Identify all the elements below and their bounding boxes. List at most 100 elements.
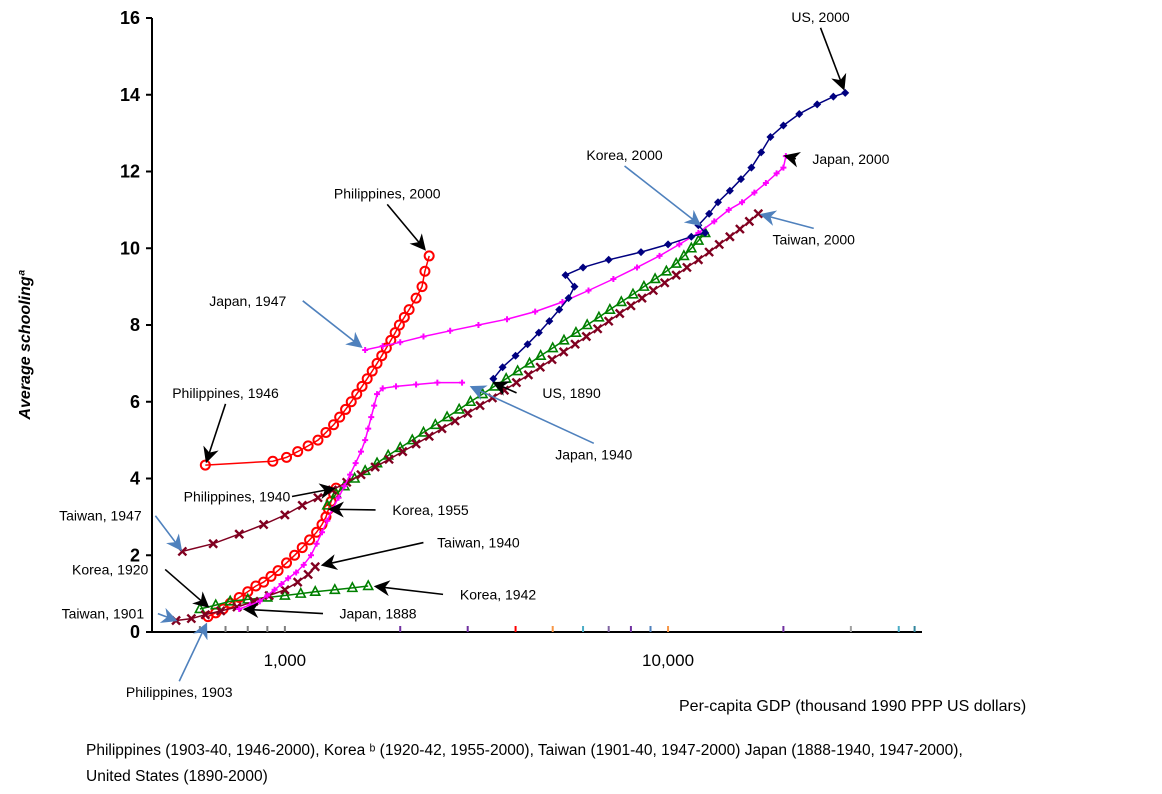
data-point-korea bbox=[394, 441, 407, 453]
data-point-united-states bbox=[829, 92, 838, 101]
annotation-label: Korea, 1955 bbox=[392, 502, 468, 518]
data-point-japan bbox=[532, 308, 539, 315]
annotation-label: Philippines, 1903 bbox=[126, 684, 233, 700]
data-point-korea bbox=[534, 348, 547, 361]
data-point-japan bbox=[293, 569, 300, 576]
annotation: Philippines, 1946 bbox=[172, 385, 279, 464]
data-point-taiwan bbox=[626, 300, 636, 311]
annotation-arrow bbox=[242, 602, 324, 619]
data-point-philippines bbox=[410, 292, 422, 304]
data-point-japan bbox=[434, 379, 441, 386]
data-point-japan bbox=[374, 391, 381, 398]
data-point-philippines bbox=[398, 311, 410, 323]
data-point-korea bbox=[678, 249, 690, 261]
data-point-philippines bbox=[258, 576, 270, 588]
data-point-taiwan bbox=[234, 529, 245, 539]
data-point-japan bbox=[762, 180, 769, 187]
annotation-label: Philippines, 1946 bbox=[172, 385, 279, 401]
annotation: Japan, 1940 bbox=[469, 385, 633, 462]
annotation-label: Japan, 1940 bbox=[555, 446, 632, 462]
data-point-japan bbox=[634, 264, 641, 271]
data-point-taiwan bbox=[744, 216, 755, 227]
data-point-philippines bbox=[328, 419, 340, 431]
data-point-united-states bbox=[555, 305, 564, 314]
data-point-united-states bbox=[523, 340, 532, 349]
annotation: Korea, 1920 bbox=[72, 561, 210, 608]
y-tick-label: 8 bbox=[130, 315, 140, 335]
data-point-japan bbox=[725, 206, 732, 213]
annotation: Taiwan, 1947 bbox=[59, 508, 183, 552]
annotation-arrow bbox=[327, 501, 376, 518]
data-point-united-states bbox=[534, 328, 543, 337]
annotation: Taiwan, 1940 bbox=[320, 535, 520, 570]
data-point-taiwan bbox=[475, 400, 485, 411]
data-point-japan bbox=[393, 383, 400, 390]
data-point-korea bbox=[627, 287, 639, 299]
annotation-arrow bbox=[759, 210, 814, 230]
data-point-taiwan bbox=[297, 500, 308, 511]
data-point-taiwan bbox=[725, 231, 735, 242]
data-point-philippines bbox=[416, 281, 428, 293]
data-point-japan bbox=[379, 343, 386, 350]
data-point-taiwan bbox=[704, 247, 714, 257]
data-point-korea bbox=[670, 256, 682, 268]
data-point-korea bbox=[546, 341, 559, 353]
caption-line-1: Philippines (1903-40, 1946-2000), Korea … bbox=[86, 742, 963, 759]
data-point-japan bbox=[313, 540, 320, 547]
data-point-philippines bbox=[320, 426, 332, 438]
data-point-japan bbox=[308, 552, 315, 559]
data-point-philippines bbox=[289, 549, 301, 561]
data-point-taiwan bbox=[200, 609, 211, 620]
data-point-philippines bbox=[423, 250, 435, 262]
series-line-korea bbox=[199, 585, 369, 610]
data-point-japan bbox=[780, 164, 787, 171]
annotation-arrow bbox=[203, 403, 227, 464]
annotation-arrow bbox=[386, 203, 426, 251]
data-point-japan bbox=[585, 287, 592, 294]
x-tick-label: 1,000 bbox=[264, 651, 307, 670]
annotation: Philippines, 1903 bbox=[126, 622, 233, 700]
annotation-label: Philippines, 2000 bbox=[334, 185, 441, 201]
data-point-united-states bbox=[489, 374, 498, 383]
data-point-taiwan bbox=[280, 584, 290, 595]
annotation-label: US, 1890 bbox=[542, 385, 601, 401]
data-point-japan bbox=[676, 241, 683, 248]
x-tick-labels: 1,000 10,000 bbox=[264, 651, 694, 670]
data-point-taiwan bbox=[547, 354, 557, 365]
data-point-korea bbox=[638, 279, 650, 291]
data-point-japan bbox=[504, 316, 511, 323]
data-point-taiwan bbox=[614, 308, 625, 319]
data-point-taiwan bbox=[535, 362, 546, 373]
x-tick-marks bbox=[198, 626, 916, 632]
data-point-taiwan bbox=[258, 519, 269, 530]
y-tick-label: 12 bbox=[120, 162, 140, 182]
data-point-japan bbox=[362, 346, 369, 353]
data-point-united-states bbox=[747, 163, 756, 172]
annotation-arrow bbox=[291, 483, 336, 500]
data-point-taiwan bbox=[523, 370, 534, 380]
data-point-korea bbox=[406, 433, 419, 445]
data-point-united-states bbox=[795, 109, 804, 118]
data-point-united-states bbox=[570, 282, 579, 291]
data-point-korea bbox=[328, 583, 341, 595]
data-point-korea bbox=[523, 356, 536, 368]
annotation-label: Korea, 2000 bbox=[586, 147, 662, 163]
data-point-japan bbox=[285, 575, 292, 582]
y-axis-label: Average schoolingª bbox=[17, 269, 34, 420]
data-point-japan bbox=[610, 275, 617, 282]
data-point-korea bbox=[464, 395, 477, 407]
data-point-japan bbox=[559, 298, 566, 305]
data-point-philippines bbox=[334, 411, 346, 423]
data-point-korea bbox=[429, 418, 442, 430]
data-point-japan bbox=[236, 605, 243, 612]
data-point-korea bbox=[417, 425, 430, 437]
data-point-korea bbox=[685, 241, 698, 253]
data-point-philippines bbox=[366, 365, 378, 377]
annotation: Philippines, 2000 bbox=[334, 185, 441, 251]
figure-caption: Philippines (1903-40, 1946-2000), Korea … bbox=[86, 738, 1146, 790]
annotation-arrow bbox=[783, 151, 802, 168]
annotation: Korea, 1955 bbox=[327, 501, 469, 518]
data-point-taiwan bbox=[462, 408, 473, 419]
data-point-korea bbox=[660, 264, 673, 276]
data-point-taiwan bbox=[570, 339, 580, 350]
